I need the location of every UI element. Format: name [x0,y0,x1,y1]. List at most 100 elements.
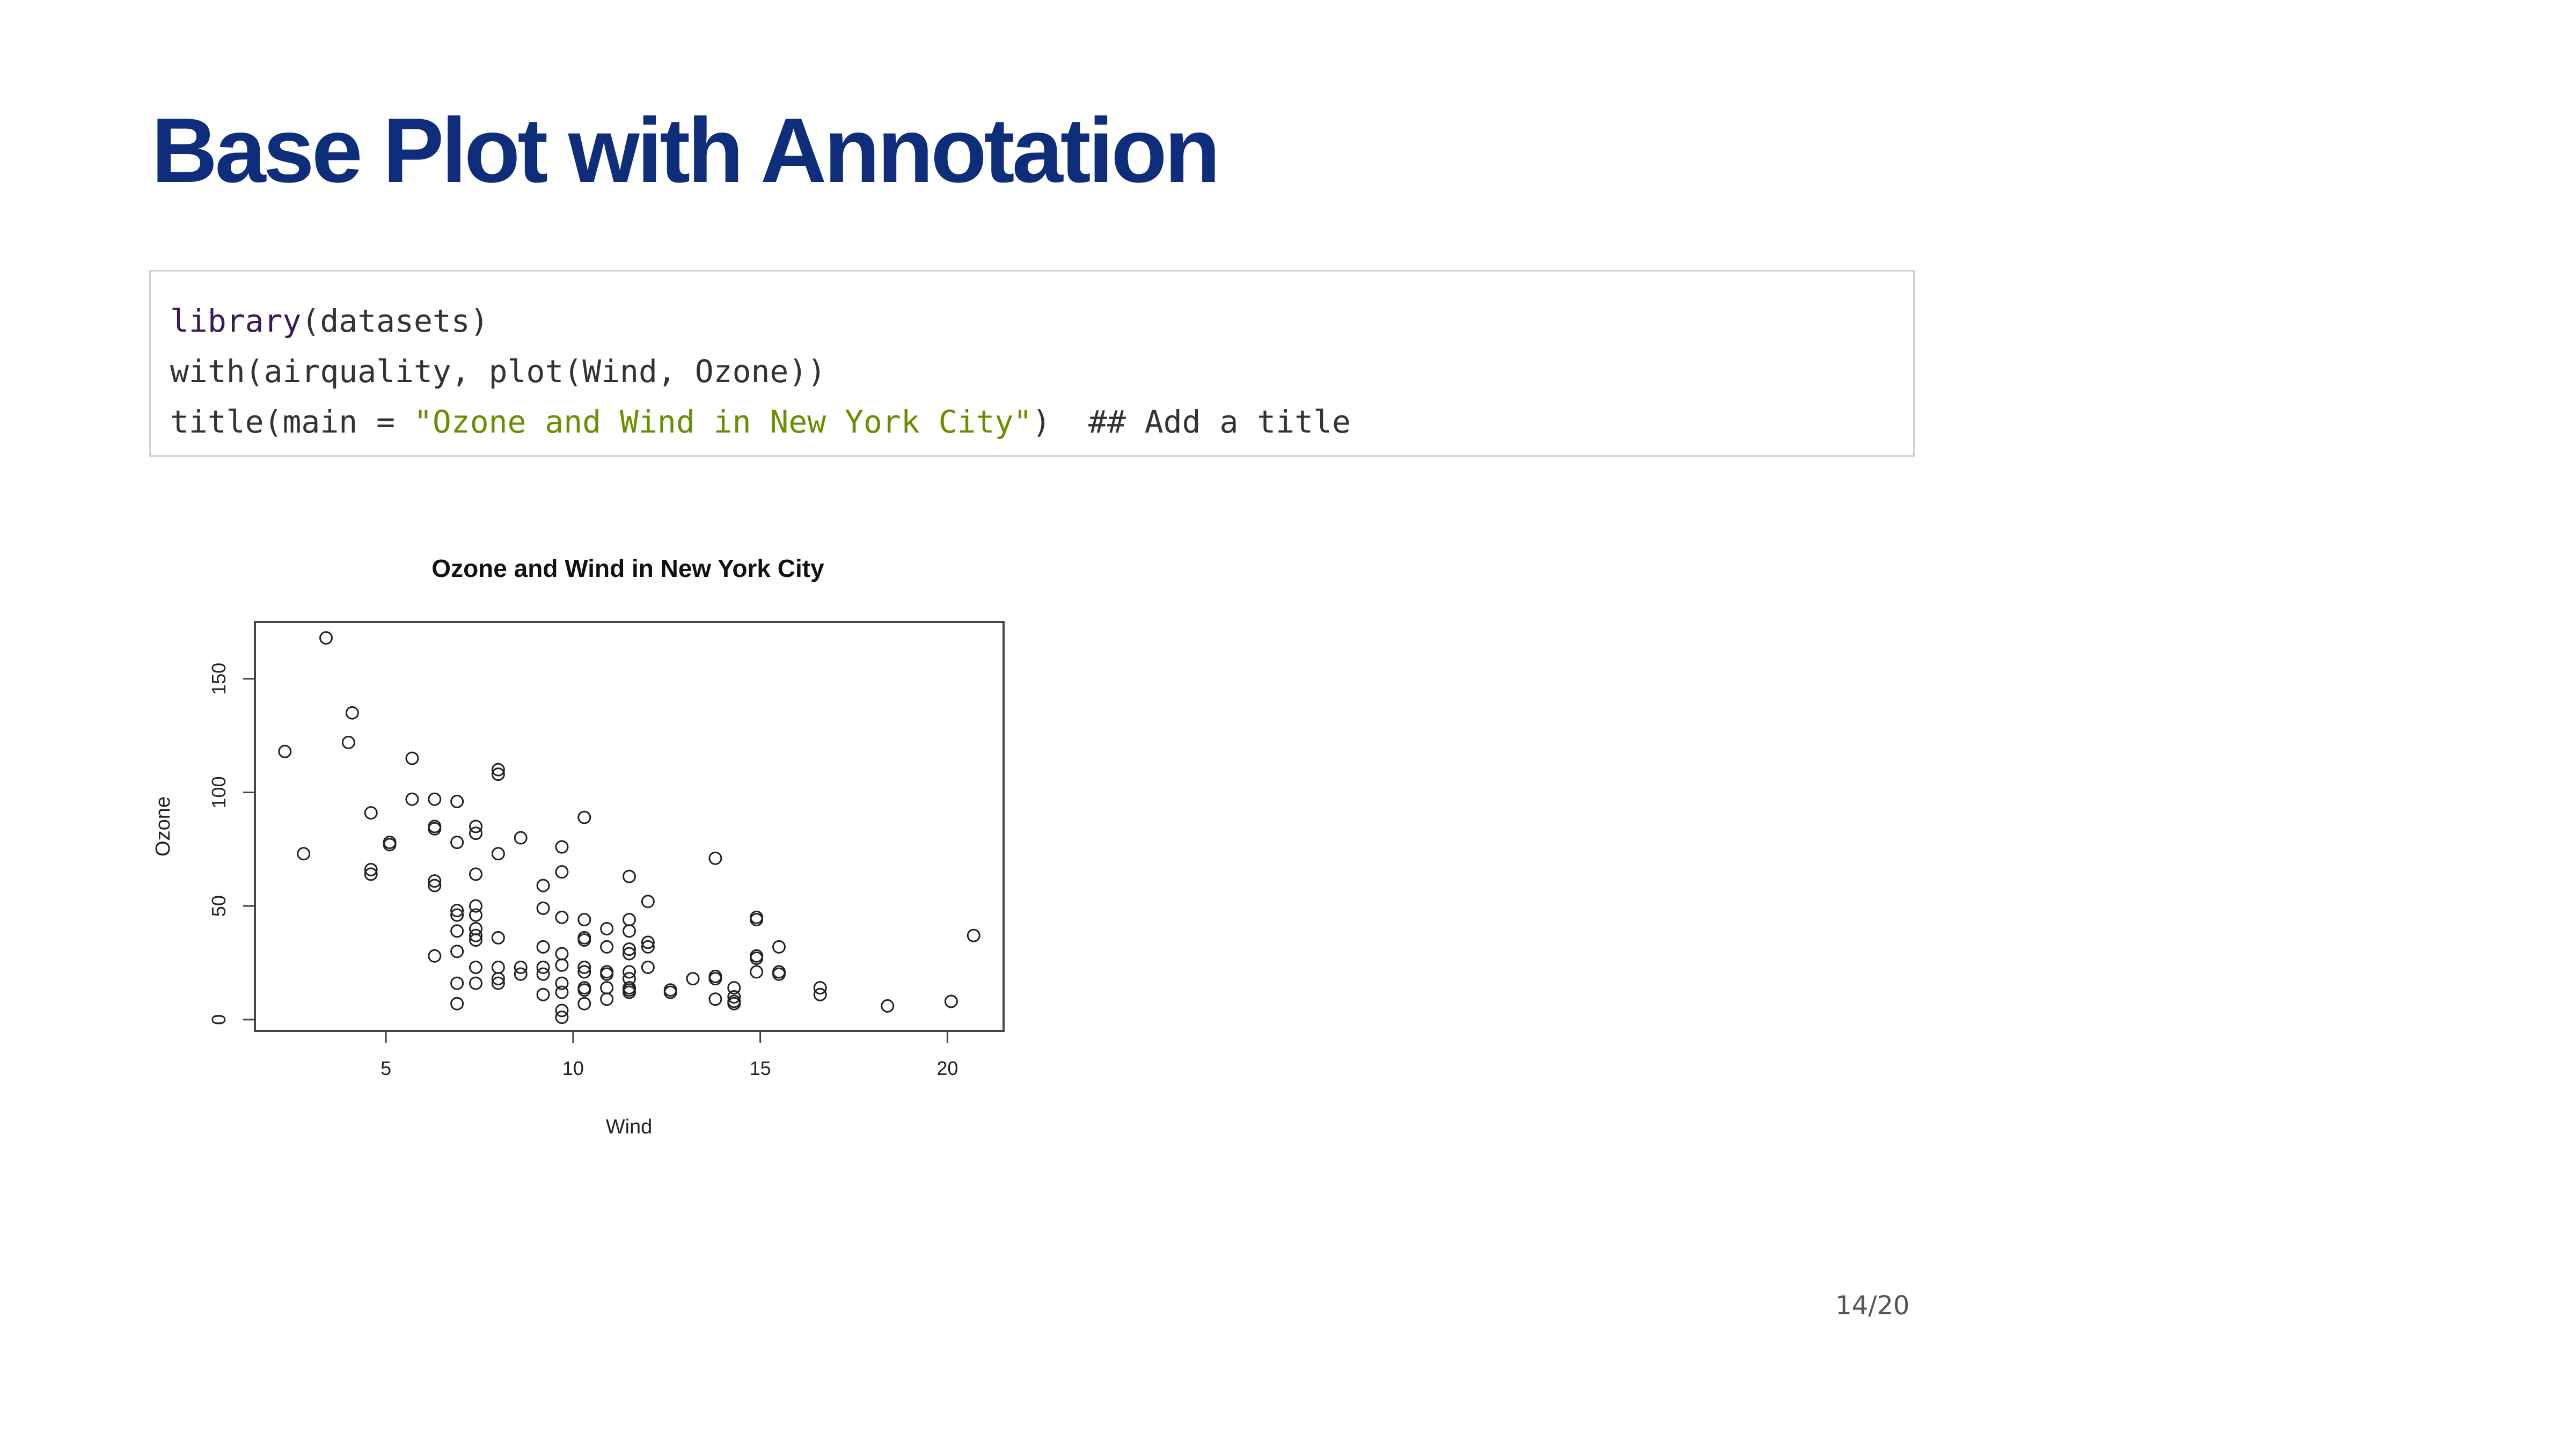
data-point [641,940,655,954]
data-point [577,997,591,1011]
data-point [577,960,591,974]
data-point [536,879,550,892]
data-point [469,928,483,942]
data-point [600,940,614,954]
data-point [536,901,550,915]
data-point [600,981,614,995]
code-text: title(main = [170,404,414,440]
x-axis-label: Wind [606,1116,653,1138]
data-point [341,735,355,749]
data-point [600,967,614,981]
x-tick-label: 10 [562,1057,584,1079]
data-point [428,792,442,806]
data-point [555,1011,569,1024]
data-point [686,972,700,986]
data-point [405,792,419,806]
data-point [428,822,442,836]
data-point [450,945,464,958]
x-tick-label: 5 [380,1057,391,1079]
data-point [450,794,464,808]
code-comment: ) ## Add a title [1032,404,1351,440]
y-axis-label: Ozone [152,796,174,857]
data-point [555,985,569,999]
data-point [727,990,741,1004]
data-point [623,924,636,938]
y-tick-label: 50 [208,895,230,917]
data-point [967,928,980,942]
data-point [428,879,442,892]
data-point [708,992,722,1006]
data-point [641,895,655,909]
data-point [536,967,550,981]
data-point [383,838,397,852]
data-point [555,976,569,990]
code-block: library(datasets) with(airquality, plot(… [149,270,1915,457]
data-point [536,960,550,974]
data-point [577,810,591,824]
data-point [772,967,786,981]
data-point [623,985,636,999]
scatter-plot: Ozone and Wind in New York City 5 10 15 20 … [152,554,1005,1138]
data-point [708,851,722,865]
data-point [491,976,505,990]
y-tick-label: 100 [208,776,230,808]
data-point [944,994,958,1008]
data-point [469,922,483,935]
data-point [319,631,333,645]
data-point [555,910,569,924]
data-point [345,706,359,720]
data-point [750,952,764,965]
data-point [450,924,464,938]
data-point [555,1004,569,1018]
page-number: 14/20 [1835,1291,1910,1321]
data-point [623,965,636,979]
data-point [641,960,655,974]
data-point [727,981,741,995]
data-point [278,744,292,758]
data-point [491,972,505,986]
data-point [813,987,827,1001]
y-axis: 0 50 100 150 [208,663,256,1025]
chart-title: Ozone and Wind in New York City [431,554,824,582]
data-point [428,874,442,888]
data-point [623,942,636,956]
data-point [623,869,636,883]
data-point [364,867,378,881]
data-point [364,806,378,820]
y-tick-label: 150 [208,663,230,695]
data-point [555,958,569,972]
data-point [577,983,591,997]
data-point [469,867,483,881]
data-point [491,847,505,861]
data-point [663,985,677,999]
data-point [750,965,764,979]
data-point [577,913,591,927]
data-point [364,862,378,876]
data-point [469,819,483,833]
plot-frame [254,621,1005,1032]
data-point [727,997,741,1011]
code-text: (datasets) [301,303,489,339]
data-point [450,836,464,850]
data-point [750,913,764,927]
data-point [623,947,636,961]
data-point [450,976,464,990]
data-point [536,940,550,954]
data-point [555,840,569,854]
data-point [514,831,528,845]
data-point [536,987,550,1001]
data-point [297,847,311,861]
data-point [469,826,483,840]
code-line-plot: with(airquality, plot(Wind, Ozone)) [170,353,826,390]
data-point [577,933,591,947]
data-point [555,865,569,879]
x-axis: 5 10 15 20 [380,1030,958,1079]
data-point [514,960,528,974]
data-point [514,967,528,981]
data-point [469,960,483,974]
code-line-library: library(datasets) [170,296,1913,346]
data-point [450,997,464,1011]
data-point [491,763,505,777]
data-point [813,981,827,995]
data-point [491,767,505,781]
